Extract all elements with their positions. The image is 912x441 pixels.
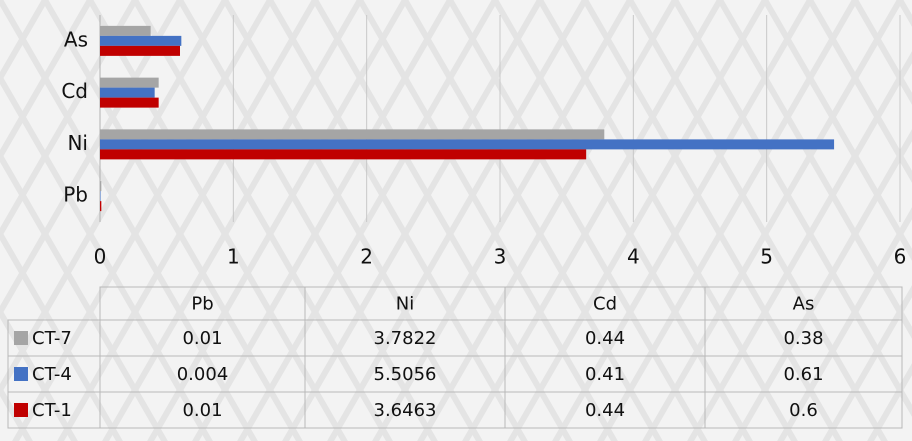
table-value: 3.6463 xyxy=(374,400,437,421)
bar xyxy=(100,129,605,140)
table-value: 3.7822 xyxy=(374,328,437,349)
legend-swatch xyxy=(14,403,28,417)
table-value: 0.004 xyxy=(177,364,229,385)
table-header: Cd xyxy=(593,294,617,315)
table-header: Pb xyxy=(191,294,213,315)
bar xyxy=(100,97,159,108)
bar xyxy=(100,139,835,150)
table-value: 0.61 xyxy=(783,364,823,385)
legend-label: CT-4 xyxy=(32,364,72,385)
x-tick-label: 2 xyxy=(360,245,373,269)
y-tick-label: Ni xyxy=(67,131,88,155)
bar xyxy=(100,149,587,160)
bar xyxy=(100,45,180,56)
x-tick-label: 5 xyxy=(760,245,773,269)
table-value: 0.6 xyxy=(789,400,818,421)
table-value: 0.44 xyxy=(585,400,625,421)
table-value: 0.01 xyxy=(182,328,222,349)
bar xyxy=(100,181,102,192)
bar xyxy=(100,35,182,46)
table-value: 5.5056 xyxy=(374,364,437,385)
x-tick-label: 0 xyxy=(94,245,107,269)
bar xyxy=(100,87,155,98)
table-value: 0.41 xyxy=(585,364,625,385)
x-tick-label: 6 xyxy=(894,245,907,269)
bar xyxy=(100,201,102,212)
y-tick-label: Cd xyxy=(61,79,88,103)
x-tick-label: 1 xyxy=(227,245,240,269)
bar xyxy=(100,191,101,202)
legend-swatch xyxy=(14,367,28,381)
table-cell xyxy=(704,391,903,429)
table-header: As xyxy=(793,294,815,315)
y-tick-label: As xyxy=(64,27,88,51)
table-header: Ni xyxy=(396,294,414,315)
bar xyxy=(100,25,151,36)
legend-swatch xyxy=(14,331,28,345)
bar xyxy=(100,77,159,88)
table-value: 0.38 xyxy=(783,328,823,349)
legend-label: CT-7 xyxy=(32,328,72,349)
y-tick-label: Pb xyxy=(63,183,88,207)
x-tick-label: 3 xyxy=(494,245,507,269)
x-tick-label: 4 xyxy=(627,245,640,269)
legend-label: CT-1 xyxy=(32,400,72,421)
table-value: 0.01 xyxy=(182,400,222,421)
table-value: 0.44 xyxy=(585,328,625,349)
